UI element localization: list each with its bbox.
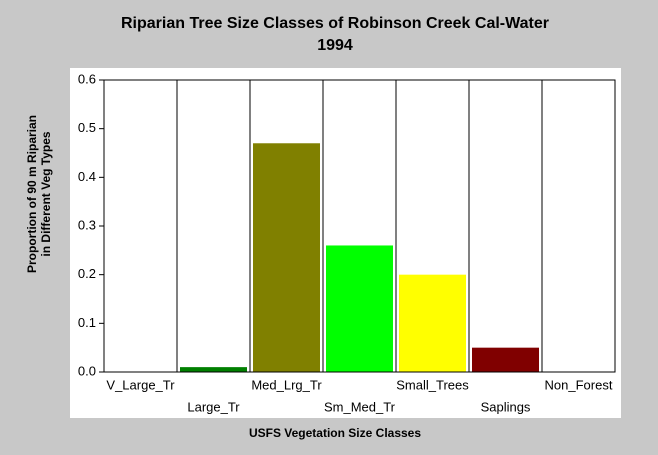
chart-title: 1994 (317, 37, 353, 54)
x-tick-label: Med_Lrg_Tr (251, 377, 322, 392)
y-tick-label: 0.5 (78, 120, 96, 135)
y-tick-label: 0.3 (78, 217, 96, 232)
bar (253, 143, 320, 372)
y-axis-title: Proportion of 90 m Riparian (25, 115, 39, 273)
x-tick-label: Small_Trees (396, 377, 469, 392)
bar (472, 347, 539, 372)
chart-title: Riparian Tree Size Classes of Robinson C… (121, 15, 549, 32)
x-axis-title: USFS Vegetation Size Classes (249, 426, 421, 440)
y-tick-label: 0.4 (78, 169, 96, 184)
plot-border (103, 79, 616, 373)
x-tick-label: Large_Tr (187, 399, 240, 414)
y-tick-label: 0.0 (78, 363, 96, 378)
bar (399, 274, 466, 372)
y-tick-label: 0.6 (78, 71, 96, 86)
x-tick-label: V_Large_Tr (106, 377, 175, 392)
x-tick-label: Sm_Med_Tr (324, 399, 396, 414)
x-tick-label: Saplings (481, 399, 531, 414)
bar (326, 245, 393, 372)
y-tick-label: 0.1 (78, 315, 96, 330)
x-tick-label: Non_Forest (545, 377, 613, 392)
y-tick-label: 0.2 (78, 266, 96, 281)
y-axis-title: in Different Veg Types (39, 131, 53, 256)
bar (180, 367, 247, 372)
